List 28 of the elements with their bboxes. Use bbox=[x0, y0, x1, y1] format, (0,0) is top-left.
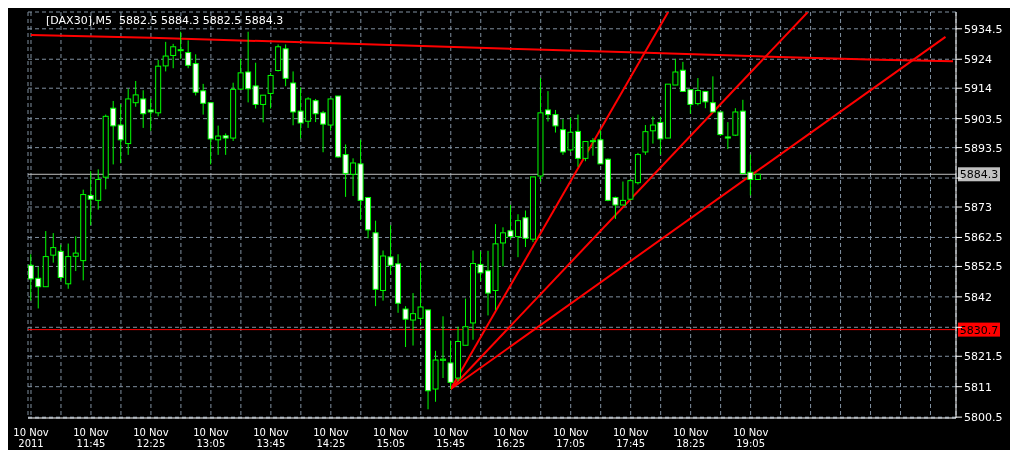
x-tick-label: 10 Nov 15:05 bbox=[373, 427, 409, 449]
y-tick-label: 5842 bbox=[964, 290, 992, 304]
x-tick-label: 10 Nov 12:25 bbox=[133, 427, 169, 449]
y-tick-label: 5800.5 bbox=[964, 411, 1003, 425]
x-tick-label: 10 Nov 11:45 bbox=[73, 427, 109, 449]
y-tick-label: 5914 bbox=[964, 82, 992, 96]
y-tick-label: 5873 bbox=[964, 200, 992, 214]
x-tick-label: 10 Nov 17:45 bbox=[612, 427, 649, 449]
x-tick-label: 10 Nov 18:25 bbox=[672, 427, 709, 449]
x-tick-label: 10 Nov 17:05 bbox=[553, 427, 589, 449]
x-tick-label: 10 Nov 16:25 bbox=[493, 427, 529, 449]
x-tick-label: 10 Nov 19:05 bbox=[732, 427, 769, 449]
ref-line-label: 5884.3 bbox=[959, 168, 999, 182]
y-tick-label: 5821.5 bbox=[964, 350, 1003, 364]
y-tick-label: 5934.5 bbox=[964, 22, 1003, 36]
y-tick-label: 5811 bbox=[964, 380, 992, 394]
x-tick-label: 10 Nov 15:45 bbox=[433, 427, 469, 449]
y-tick-label: 5862.5 bbox=[964, 231, 1003, 245]
x-tick-label: 10 Nov 13:45 bbox=[253, 427, 289, 449]
x-tick-label: 10 Nov 2011 bbox=[13, 427, 49, 449]
y-tick-label: 5924 bbox=[964, 53, 992, 67]
ref-line-label: 5830.7 bbox=[959, 323, 999, 337]
x-tick-label: 10 Nov 13:05 bbox=[193, 427, 229, 449]
y-tick-label: 5852.5 bbox=[964, 260, 1003, 274]
y-tick-label: 5903.5 bbox=[964, 112, 1003, 126]
x-tick-label: 10 Nov 14:25 bbox=[313, 427, 349, 449]
chart-title: [DAX30],M5 5882.5 5884.3 5882.5 5884.3 bbox=[46, 14, 284, 27]
y-tick-label: 5893.5 bbox=[964, 141, 1003, 155]
